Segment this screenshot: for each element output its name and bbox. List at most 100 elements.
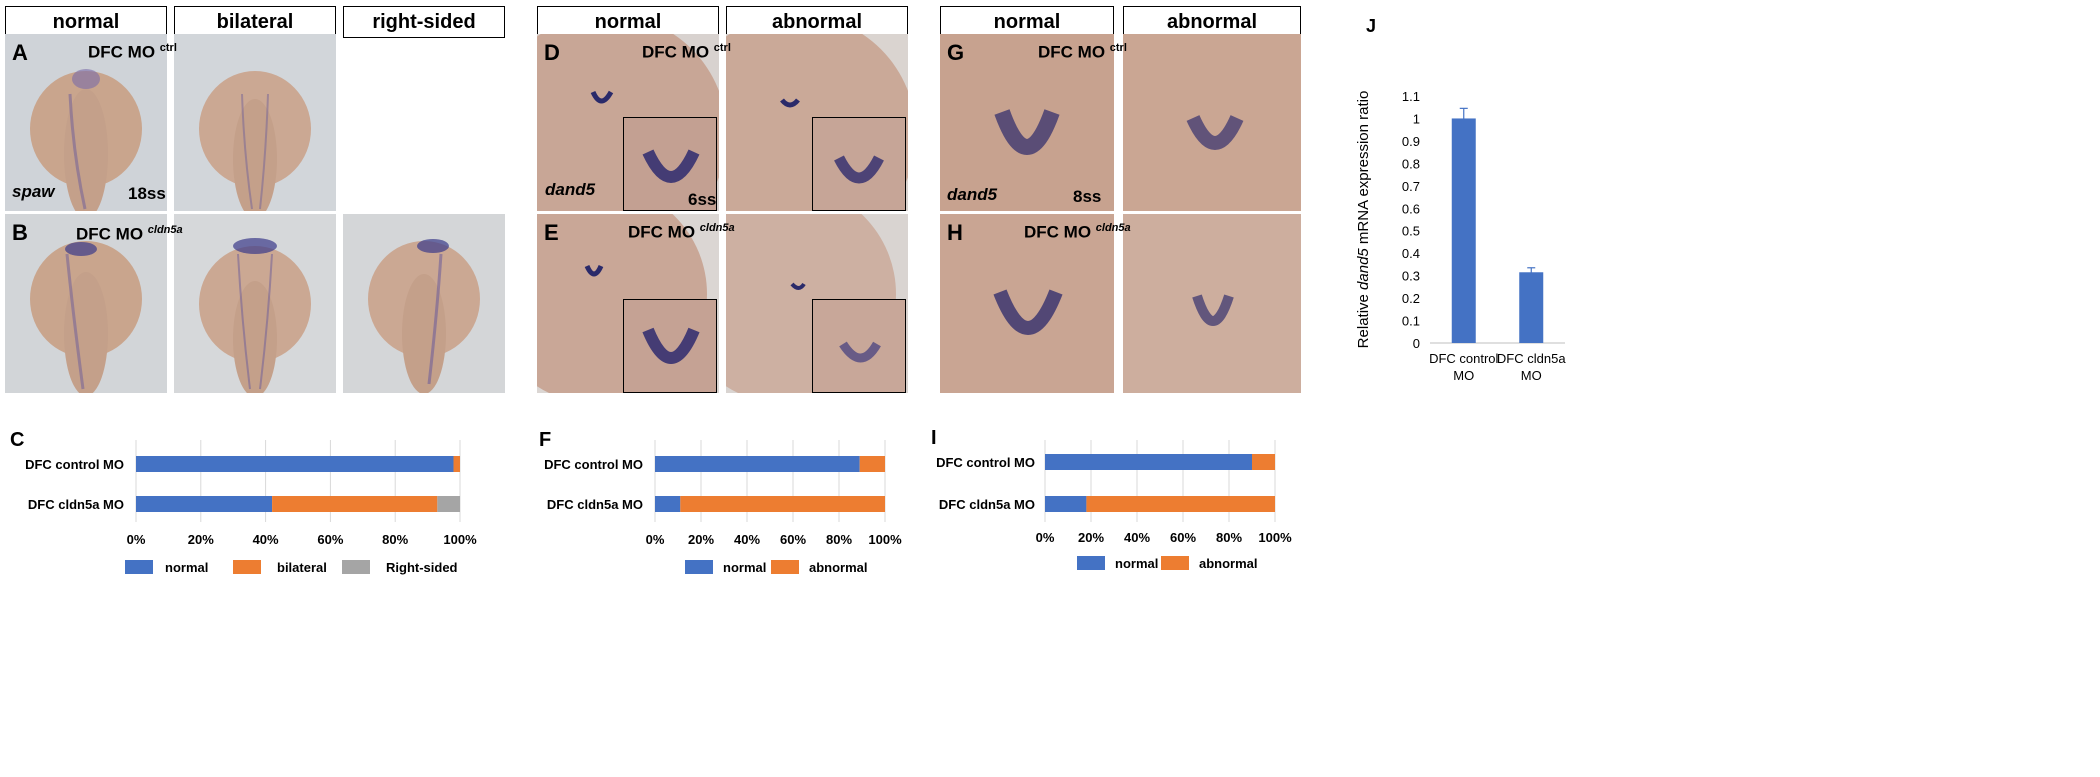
image-a-normal <box>5 34 167 211</box>
stage-label-18ss: 18ss <box>128 184 166 203</box>
category-label: DFC control MO <box>25 457 124 472</box>
y-tick-label: 0.7 <box>1402 179 1420 194</box>
y-tick-label: 0.8 <box>1402 156 1420 171</box>
mo-label-g: DFC MO ctrl <box>1038 42 1127 63</box>
mo-label-h: DFC MO cldn5a <box>1024 222 1131 243</box>
y-tick-label: 0.2 <box>1402 291 1420 306</box>
y-tick-label: 0 <box>1413 336 1420 351</box>
y-axis-label-part: Relative <box>1355 290 1372 348</box>
panel-label-f: F <box>539 429 551 451</box>
x-tick-label: 40% <box>1124 530 1150 545</box>
bar-segment-bilateral <box>272 496 438 512</box>
legend-label: bilateral <box>277 560 327 575</box>
bar <box>1519 272 1544 343</box>
y-tick-label: 1 <box>1413 111 1420 126</box>
legend-swatch <box>771 560 799 574</box>
gene-label-dand5-d: dand5 <box>545 180 596 199</box>
y-axis-label: Relative dand5 mRNA expression ratio <box>1355 91 1372 349</box>
x-tick-label: 0% <box>1036 530 1055 545</box>
inset-e-abnormal <box>812 299 906 393</box>
y-tick-label: 0.9 <box>1402 134 1420 149</box>
mo-prefix: DFC MO <box>76 224 144 244</box>
header-mid-normal: normal <box>537 6 719 38</box>
mo-prefix: DFC MO <box>628 222 696 242</box>
y-tick-label: 0.3 <box>1402 269 1420 284</box>
bar-segment-abnormal <box>1252 454 1275 470</box>
legend-label: abnormal <box>809 560 868 575</box>
mo-sup-cldn5a: cldn5a <box>699 222 735 234</box>
x-tick-label: 40% <box>253 532 279 547</box>
x-tick-label: 0% <box>127 532 146 547</box>
legend-label: normal <box>723 560 766 575</box>
legend-label: normal <box>165 560 208 575</box>
x-tick-label: 60% <box>317 532 343 547</box>
image-h-abnormal <box>1123 214 1301 393</box>
x-tick-label: 20% <box>1078 530 1104 545</box>
bar-segment-bilateral <box>453 456 460 472</box>
chart-c: C 0% 20% 40% 60% 80% 100% DFC control MO DFC cld… <box>10 429 477 575</box>
legend-swatch <box>1077 556 1105 570</box>
mo-prefix: DFC MO <box>88 42 156 62</box>
mo-label-d: DFC MO ctrl <box>642 42 731 63</box>
image-g-normal <box>940 34 1114 211</box>
x-tick-label: 60% <box>1170 530 1196 545</box>
category-label: DFC control MO <box>544 457 643 472</box>
chart-f: F 0% 20% 40% 60% 80% 100% DFC control MO DFC cld… <box>539 429 902 575</box>
y-tick-label: 0.4 <box>1402 246 1420 261</box>
legend-swatch <box>685 560 713 574</box>
x-tick-label: 60% <box>780 532 806 547</box>
legend-label: abnormal <box>1199 556 1258 571</box>
panel-label-i: I <box>931 427 937 449</box>
legend-label: normal <box>1115 556 1158 571</box>
x-tick-label: 100% <box>868 532 902 547</box>
stage-label-8ss: 8ss <box>1073 187 1102 206</box>
header-left-normal: normal <box>5 6 167 38</box>
bar-segment-normal <box>1045 454 1252 470</box>
mo-label-e: DFC MO cldn5a <box>628 222 735 243</box>
x-category-label-line2: MO <box>1521 368 1542 383</box>
bar-segment-abnormal <box>680 496 885 512</box>
legend-swatch <box>1161 556 1189 570</box>
image-b-bilateral <box>174 214 336 393</box>
bar-segment-normal <box>136 496 273 512</box>
category-label: DFC cldn5a MO <box>28 497 124 512</box>
bar-segment-abnormal <box>859 456 885 472</box>
mo-label-a: DFC MO ctrl <box>88 42 177 63</box>
y-tick-label: 0.1 <box>1402 314 1420 329</box>
x-tick-label: 20% <box>188 532 214 547</box>
category-label: DFC control MO <box>936 455 1035 470</box>
y-tick-label: 1.1 <box>1402 89 1420 104</box>
chart-j: J 0 0.1 0.2 0.3 0.4 0.5 0.6 0.7 0.8 0.9 1 1.1 Relativ… <box>1355 16 1566 383</box>
x-category-label-line1: DFC cldn5a <box>1497 351 1566 366</box>
bar <box>1451 118 1476 343</box>
x-tick-label: 100% <box>1258 530 1292 545</box>
image-b-right-sided <box>343 214 505 393</box>
y-tick-label: 0.6 <box>1402 201 1420 216</box>
mo-sup-cldn5a: cldn5a <box>147 224 183 236</box>
inset-d-normal <box>623 117 717 211</box>
mo-sup-cldn5a: cldn5a <box>1095 222 1131 234</box>
header-right-normal: normal <box>940 6 1114 38</box>
legend-swatch <box>342 560 370 574</box>
image-h-normal <box>940 214 1114 393</box>
image-g-abnormal <box>1123 34 1301 211</box>
mo-prefix: DFC MO <box>642 42 710 62</box>
x-tick-label: 20% <box>688 532 714 547</box>
panel-label-j: J <box>1366 16 1376 36</box>
legend-swatch <box>125 560 153 574</box>
panel-label-e: E <box>544 220 559 245</box>
mo-sup-ctrl: ctrl <box>159 42 177 54</box>
bar-segment-normal <box>655 456 860 472</box>
y-axis-label-part: dand5 <box>1355 248 1372 290</box>
chart-i: I 0% 20% 40% 60% 80% 100% DFC control MO DFC cld… <box>931 427 1292 571</box>
x-tick-label: 100% <box>443 532 477 547</box>
bar-segment-normal <box>136 456 454 472</box>
gene-label-spaw: spaw <box>12 182 55 201</box>
panel-label-a: A <box>12 40 28 65</box>
bar-segment-abnormal <box>1086 496 1275 512</box>
panel-label-d: D <box>544 40 560 65</box>
mo-prefix: DFC MO <box>1024 222 1092 242</box>
category-label: DFC cldn5a MO <box>939 497 1035 512</box>
gene-label-dand5-g: dand5 <box>947 185 998 204</box>
bar-segment-right-sided <box>437 496 460 512</box>
